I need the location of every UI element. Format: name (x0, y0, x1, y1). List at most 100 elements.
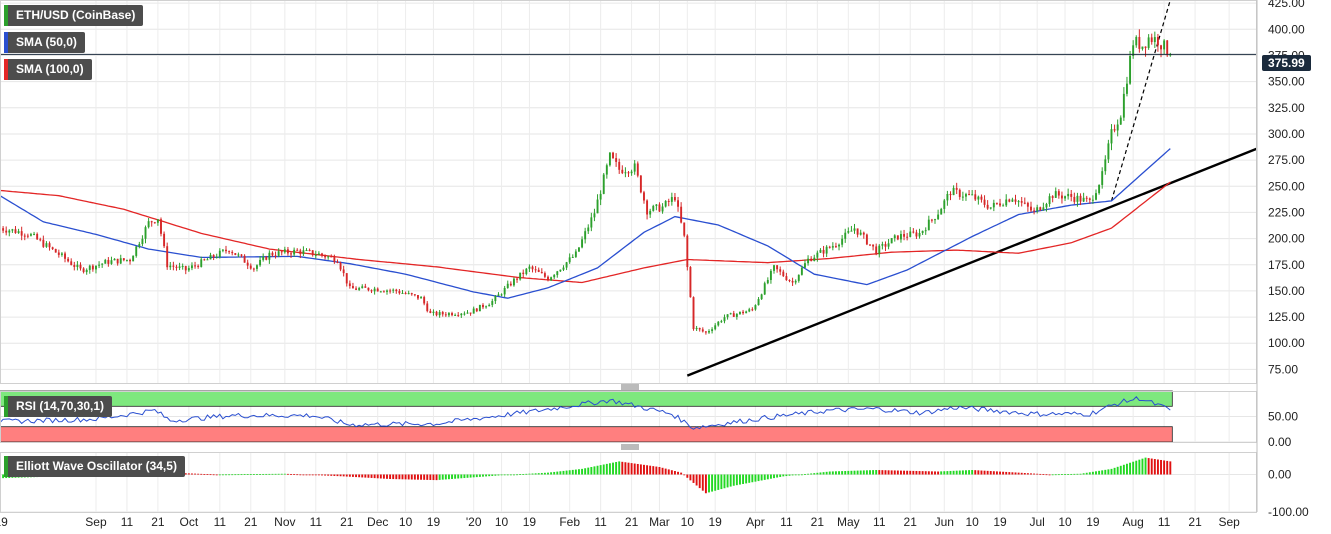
ewo-bar-rising (862, 470, 865, 475)
candle-body-down (333, 256, 336, 262)
price-tick-label: 400.00 (1268, 22, 1305, 36)
ewo-bar-falling (305, 474, 308, 476)
candle-body-down (834, 246, 837, 248)
legend-sma100[interactable]: SMA (100,0) (4, 59, 92, 80)
candle-body-up (581, 239, 584, 248)
candle-body-down (1014, 199, 1017, 202)
candle-body-up (714, 325, 717, 330)
candle-body-down (689, 267, 692, 298)
candle-body-up (1110, 129, 1113, 144)
candle-body-down (70, 261, 73, 265)
candle-body-down (1051, 196, 1054, 198)
legend-rsi[interactable]: RSI (14,70,30,1) (4, 396, 113, 417)
ewo-bar-rising (1064, 474, 1067, 475)
candle-body-down (5, 230, 8, 233)
ewo-bar-falling (890, 470, 893, 475)
ewo-bar-falling (887, 470, 890, 475)
candle-body-down (1060, 195, 1063, 199)
ewo-bar-rising (850, 470, 853, 475)
candle-body-down (822, 249, 825, 254)
ewo-bar-rising (571, 469, 574, 475)
candle-body-down (615, 158, 618, 162)
ewo-bar-rising (751, 474, 754, 483)
legend-ewo[interactable]: Elliott Wave Oscillator (34,5) (4, 456, 185, 477)
candle-body-up (633, 163, 636, 172)
candle-body-up (729, 313, 732, 315)
candle-body-up (816, 252, 819, 258)
candle-body-up (1098, 184, 1101, 194)
ewo-bar-rising (460, 474, 463, 479)
ewo-bar-falling (652, 466, 655, 475)
candle-body-down (160, 219, 162, 234)
ewo-bar-rising (1091, 471, 1094, 475)
candle-body-down (999, 203, 1001, 206)
ewo-bar-falling (1150, 458, 1153, 475)
ewo-bar-falling (701, 474, 704, 491)
ewo-bar-rising (221, 474, 224, 476)
ewo-bar-rising (491, 474, 494, 476)
ewo-bar-falling (677, 471, 679, 475)
ewo-bar-rising (825, 471, 828, 475)
ewo-bar-falling (649, 465, 652, 475)
ewo-bar-falling (302, 474, 305, 476)
candle-body-up (1064, 196, 1067, 199)
ewo-bar-rising (608, 463, 611, 475)
ewo-bar-rising (500, 474, 503, 476)
candle-body-down (246, 262, 249, 266)
candle-body-up (797, 274, 800, 281)
ewo-bar-rising (274, 473, 277, 475)
ewo-bar-rising (1082, 473, 1085, 475)
candle-body-up (1129, 55, 1132, 84)
candle-body-down (1085, 197, 1088, 199)
ewo-bar-falling (398, 474, 401, 480)
ewo-bar-rising (794, 474, 797, 476)
candle-body-up (800, 267, 803, 275)
ewo-bar-falling (633, 463, 636, 475)
ewo-bar-rising (581, 468, 584, 475)
time-tick-label: 11 (594, 515, 607, 529)
legend-main-title[interactable]: ETH/USD (CoinBase) (4, 5, 144, 26)
ewo-bar-rising (745, 474, 748, 484)
ewo-bar-rising (283, 473, 286, 475)
candle-body-down (26, 235, 29, 237)
candle-body-up (478, 304, 481, 312)
ewo-bar-falling (293, 474, 296, 475)
trendlines (686, 0, 1258, 377)
ewo-bar-falling (1014, 472, 1017, 475)
candle-body-up (361, 286, 364, 289)
ewo-bar-rising (949, 470, 952, 475)
candle-body-down (680, 206, 683, 223)
legend-sma50[interactable]: SMA (50,0) (4, 32, 85, 53)
ewo-bar-rising (875, 470, 878, 475)
candle-body-down (639, 175, 642, 193)
ewo-bar-rising (955, 470, 958, 475)
rsi-zones (0, 390, 1173, 443)
ewo-bar-rising (813, 473, 816, 475)
ewo-bar-falling (413, 474, 416, 480)
candle-body-up (76, 264, 79, 267)
ewo-bar-rising (234, 474, 237, 476)
candle-body-up (934, 219, 936, 221)
panel-resize-handles[interactable] (621, 384, 639, 450)
candle-body-down (516, 278, 519, 280)
candle-body-down (355, 288, 358, 290)
candle-body-down (543, 273, 546, 277)
ewo-bar-rising (584, 468, 587, 475)
ewo-bar-falling (934, 471, 936, 475)
candle-body-up (447, 313, 450, 316)
candle-body-down (995, 202, 998, 204)
candle-body-up (95, 265, 97, 270)
sma50-line (0, 148, 1171, 299)
ewo-bar-falling (351, 474, 354, 477)
ewo-bar-falling (324, 474, 327, 476)
ewo-bar-falling (1147, 458, 1150, 475)
candle-body-down (410, 293, 413, 295)
ewo-bar-falling (206, 474, 209, 475)
candle-body-down (1023, 202, 1026, 204)
candle-body-up (590, 217, 593, 228)
ewo-bar-rising (587, 467, 590, 475)
ewo-bar-falling (912, 470, 915, 475)
ewo-bar-rising (578, 469, 580, 475)
candle-body-up (494, 296, 497, 302)
